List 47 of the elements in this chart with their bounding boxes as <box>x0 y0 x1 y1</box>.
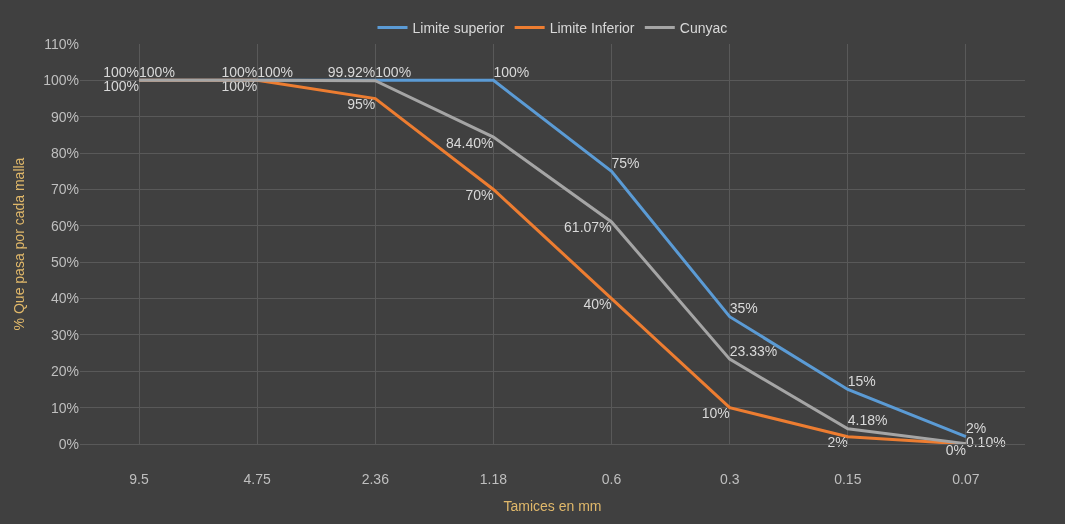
data-label: 100% <box>103 63 140 80</box>
data-label: 2% <box>965 420 987 437</box>
y-tick-label: 90% <box>50 108 79 125</box>
data-label: 40% <box>583 296 612 313</box>
data-label: 100% <box>221 77 258 94</box>
x-tick-label: 0.15 <box>834 470 862 487</box>
y-tick-label: 0% <box>58 435 79 452</box>
data-label: 100% <box>103 77 140 94</box>
y-tick-label: 50% <box>50 254 79 271</box>
data-label: 0% <box>945 441 966 458</box>
data-label: 4.18% <box>847 412 888 429</box>
y-tick-label: 60% <box>50 217 79 234</box>
data-label: 100% <box>375 63 412 80</box>
x-tick-label: 0.6 <box>601 470 622 487</box>
data-label: 100% <box>257 63 293 80</box>
y-tick-label: 110% <box>44 35 79 52</box>
x-tick-label: 0.07 <box>952 470 980 487</box>
x-tick-label: 0.3 <box>719 470 740 487</box>
x-axis-title: Tamices en mm <box>503 498 602 515</box>
y-tick-label: 70% <box>50 181 79 198</box>
data-label: 15% <box>847 372 876 389</box>
data-label: 99.92% <box>327 64 376 81</box>
data-label: 95% <box>347 96 376 113</box>
y-tick-label: 100% <box>43 72 79 89</box>
legend-label: Limite superior <box>412 20 505 37</box>
data-label: 70% <box>465 186 494 203</box>
data-label: 35% <box>729 300 758 317</box>
data-label: 23.33% <box>729 342 778 359</box>
data-label: 61.07% <box>564 219 612 236</box>
legend-label: Limite Inferior <box>549 20 635 37</box>
data-label: 100% <box>221 63 258 80</box>
y-tick-label: 80% <box>50 144 79 161</box>
data-label: 84.40% <box>445 134 494 151</box>
y-tick-label: 10% <box>50 399 79 416</box>
y-axis-title: % Que pasa por cada malla <box>10 157 27 331</box>
y-tick-label: 20% <box>50 363 79 380</box>
data-label: 10% <box>701 405 730 422</box>
x-tick-label: 1.18 <box>479 470 508 487</box>
x-tick-label: 9.5 <box>129 470 149 487</box>
y-tick-label: 30% <box>50 326 79 343</box>
legend-label: Cunyac <box>679 20 728 37</box>
data-label: 100% <box>493 63 530 80</box>
y-tick-label: 40% <box>50 290 79 307</box>
data-label: 100% <box>139 63 175 80</box>
data-label: 75% <box>611 154 640 171</box>
x-tick-label: 2.36 <box>361 470 390 487</box>
x-tick-label: 4.75 <box>243 470 272 487</box>
